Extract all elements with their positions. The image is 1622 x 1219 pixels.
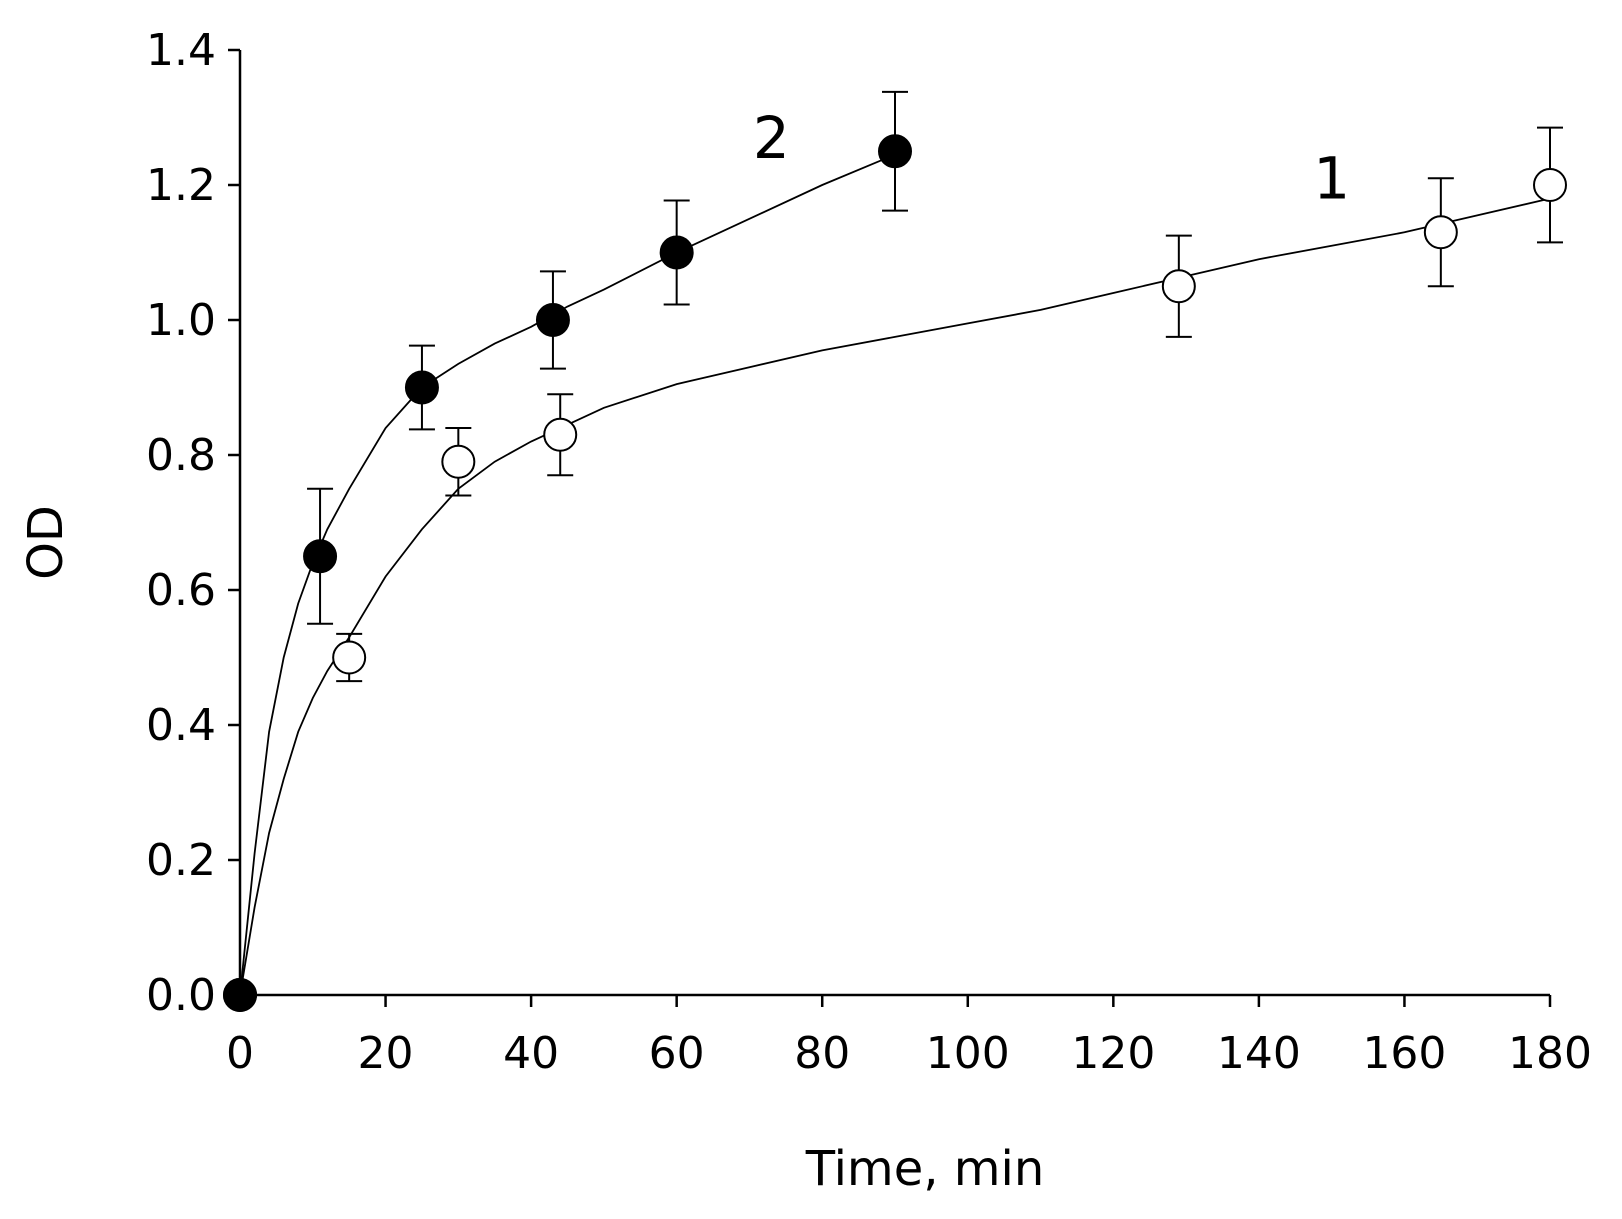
y-tick-label: 1.4: [146, 25, 216, 76]
data-point-series-1: [332, 640, 367, 675]
data-point-series-1: [441, 444, 476, 479]
x-tick-label: 140: [1217, 1028, 1301, 1079]
fit-curve-series-1: [239, 197, 1551, 996]
data-point-series-2: [303, 539, 338, 574]
data-point-series-2: [659, 235, 694, 270]
data-point-series-2: [878, 134, 912, 169]
x-tick-label: 60: [649, 1028, 705, 1079]
series-label-2: 2: [753, 104, 790, 172]
x-axis-title: Time, min: [805, 1141, 1045, 1197]
x-tick-label: 40: [503, 1028, 559, 1079]
y-tick-label: 0.6: [146, 565, 216, 616]
y-tick-label: 0.8: [146, 430, 216, 481]
x-tick-label: 160: [1362, 1028, 1446, 1079]
x-tick-label: 0: [226, 1028, 254, 1079]
y-tick-label: 0.2: [146, 835, 216, 886]
data-point-series-2: [535, 303, 570, 337]
data-point-series-2: [223, 978, 257, 1012]
x-tick-label: 120: [1071, 1028, 1155, 1079]
data-point-series-1: [1161, 269, 1196, 304]
axes: 0.0 0.2 0.4 0.6 0.8 1.0 1.2 1.4 0 20 40 60 80 100 120 1…: [146, 25, 1592, 1079]
data-point-series-1: [1533, 168, 1567, 202]
x-tick-label: 180: [1508, 1028, 1592, 1079]
labels: 12: [753, 104, 1350, 213]
x-tick-label: 100: [926, 1028, 1010, 1079]
y-tick-label: 1.0: [146, 295, 216, 346]
data-point-series-1: [1423, 215, 1458, 250]
fit-curves: [239, 153, 1551, 996]
x-tick-label: 80: [794, 1028, 850, 1079]
error-bars: [307, 90, 1563, 683]
data-point-series-1: [543, 417, 578, 452]
data-points: [223, 134, 1567, 1012]
x-tick-label: 20: [358, 1028, 414, 1079]
y-tick-label: 0.4: [146, 700, 216, 751]
y-axis-title: OD: [18, 505, 74, 580]
fit-curve-series-2: [239, 153, 896, 996]
y-tick-label: 1.2: [146, 160, 216, 211]
data-point-series-2: [404, 370, 439, 405]
y-tick-label: 0.0: [146, 970, 216, 1021]
series-label-1: 1: [1313, 144, 1350, 212]
